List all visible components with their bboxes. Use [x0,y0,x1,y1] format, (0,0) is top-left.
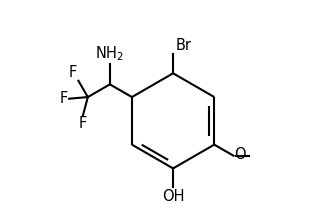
Text: F: F [79,116,87,131]
Text: Br: Br [176,38,192,53]
Text: O: O [234,147,246,162]
Text: F: F [60,91,68,106]
Text: NH$_2$: NH$_2$ [95,45,124,63]
Text: F: F [69,65,77,80]
Text: OH: OH [162,189,184,204]
